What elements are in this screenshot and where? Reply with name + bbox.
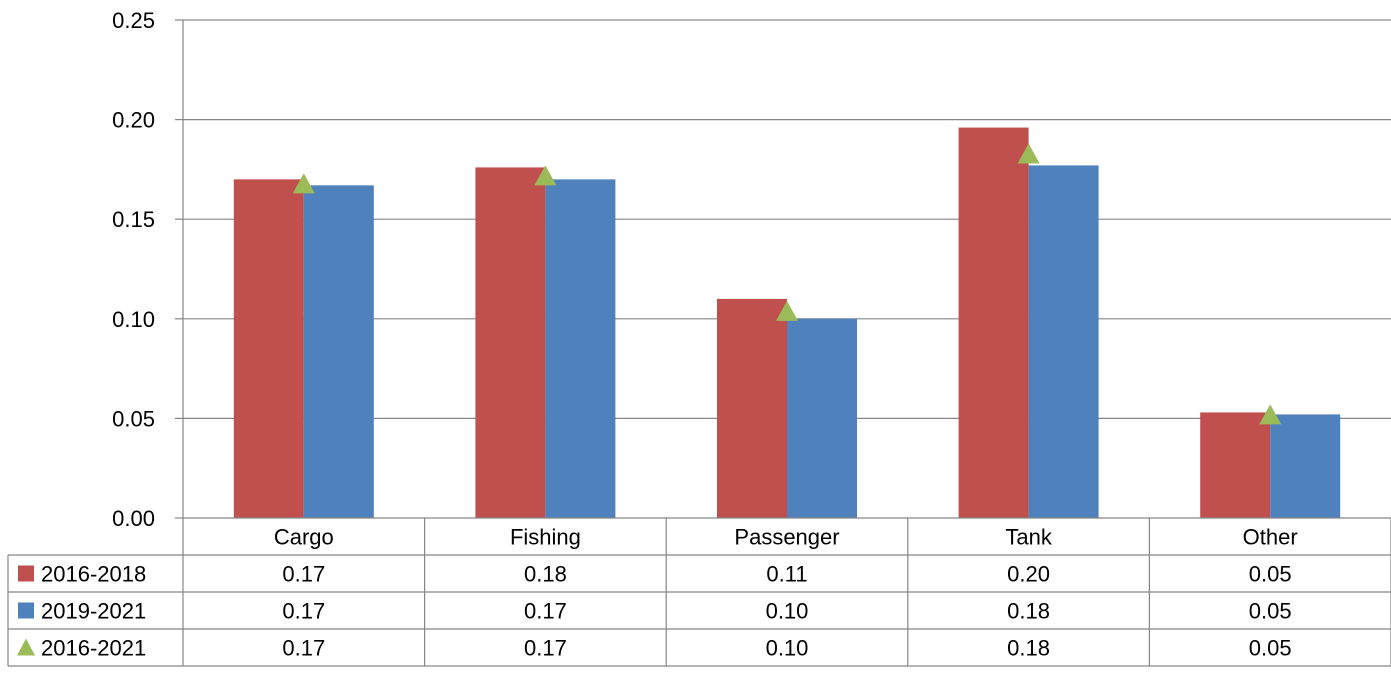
y-tick-label: 0.25	[112, 8, 155, 33]
bar-2019-2021-Fishing	[545, 179, 616, 519]
y-tick-label: 0.00	[112, 506, 155, 531]
x-category-label: Cargo	[274, 525, 334, 550]
x-category-label: Tank	[1005, 525, 1052, 550]
table-value: 0.10	[766, 599, 809, 624]
y-tick-label: 0.10	[112, 307, 155, 332]
marker-2016-2021-Fishing	[534, 165, 557, 186]
bar-2019-2021-Tank	[1028, 165, 1099, 518]
table-value: 0.11	[766, 562, 807, 587]
table-value: 0.18	[1007, 599, 1050, 624]
legend-label: 2016-2021	[41, 636, 146, 661]
x-category-label: Fishing	[510, 525, 581, 550]
marker-2016-2021-Other	[1259, 404, 1282, 425]
legend-label: 2019-2021	[41, 599, 146, 624]
table-value: 0.18	[1007, 636, 1050, 661]
table-value: 0.18	[524, 562, 567, 587]
table-value: 0.17	[282, 599, 325, 624]
bar-2016-2018-Tank	[958, 127, 1029, 519]
bar-2016-2018-Passenger	[717, 298, 787, 518]
x-category-label: Other	[1243, 525, 1298, 550]
table-value: 0.17	[282, 636, 325, 661]
y-axis: 0.00 0.05 0.10 0.15 0.20 0.25	[112, 8, 184, 531]
marker-2016-2021-Tank	[1017, 143, 1040, 164]
table-value: 0.05	[1249, 636, 1292, 661]
data-table: Cargo Fishing Passenger Tank Other 2016-2018 0…	[7, 517, 1391, 667]
bars	[233, 127, 1341, 519]
marker-2016-2021-Passenger	[776, 300, 798, 321]
markers	[292, 143, 1282, 425]
table-value: 0.05	[1249, 599, 1292, 624]
table-value: 0.05	[1249, 562, 1292, 587]
bar-2016-2018-Cargo	[233, 179, 304, 519]
table-value: 0.17	[524, 599, 567, 624]
legend-key-2016-2021	[17, 638, 35, 656]
bar-2016-2018-Fishing	[475, 167, 546, 518]
table-value: 0.17	[282, 562, 325, 587]
table-value: 0.10	[766, 636, 809, 661]
legend-key-2019-2021	[18, 602, 34, 619]
table-value: 0.20	[1007, 562, 1050, 587]
legend-label: 2016-2018	[41, 562, 146, 587]
legend-key-2016-2018	[18, 565, 34, 582]
bar-2019-2021-Cargo	[303, 185, 374, 518]
bar-2019-2021-Passenger	[787, 318, 857, 518]
bar-2019-2021-Other	[1270, 414, 1341, 518]
y-tick-label: 0.20	[112, 108, 155, 133]
x-category-label: Passenger	[734, 525, 839, 550]
y-tick-label: 0.15	[112, 207, 155, 232]
y-tick-label: 0.05	[112, 406, 155, 431]
gridlines	[183, 19, 1391, 419]
marker-2016-2021-Cargo	[292, 173, 315, 194]
table-value: 0.17	[524, 636, 567, 661]
bar-2016-2018-Other	[1200, 412, 1271, 518]
